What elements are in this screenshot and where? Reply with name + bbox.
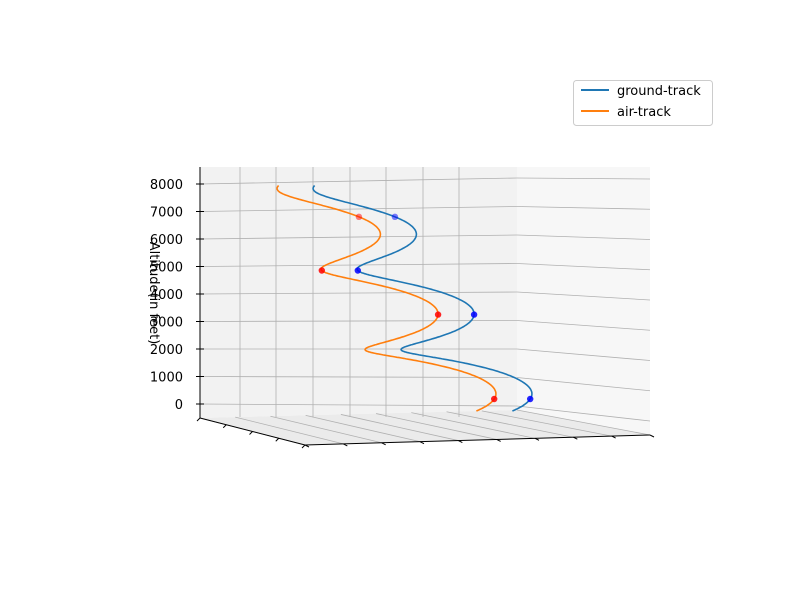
grid-back-horizontal-4 [199,291,518,295]
x-tick-mark-9 [649,434,655,438]
marker-air-track-0 [491,395,498,403]
z-tick-label-4: 4000 [150,288,183,303]
x-tick-mark-1 [343,443,348,447]
y-tick-mark-1 [222,424,227,429]
z-tick-label-7: 7000 [150,206,183,221]
grid-right-horizontal-5 [516,263,651,271]
grid-back-horizontal-3 [199,320,518,322]
grid-back-horizontal-6 [199,234,518,240]
x-tick-mark-3 [419,441,425,445]
grid-back-horizontal-8 [199,177,518,185]
z-tick-label-8: 8000 [150,178,183,193]
grid-back-horizontal-5 [199,263,518,267]
y-tick-mark-4 [301,444,306,449]
grid-back-horizontal-7 [199,206,518,212]
marker-ground-track-1 [470,311,478,318]
axis-panes [200,167,650,445]
grid-lines [199,167,651,446]
z-tick-label-0: 0 [175,398,183,413]
grid-floor-7 [446,411,574,438]
grid-floor-9 [516,409,651,436]
right-pane [517,167,650,435]
x-tick-mark-6 [534,437,540,441]
z-tick-label-1: 1000 [150,371,183,386]
legend-label-ground-track: ground-track [617,84,701,99]
marker-ground-track-0 [527,395,534,403]
z-axis-label: Altitude(in feet) [146,242,161,345]
x-tick-mark-4 [458,440,463,444]
grid-floor-2 [270,415,382,444]
marker-ground-track-2 [354,267,361,274]
legend-box [573,80,713,126]
x-tick-mark-2 [381,442,386,446]
grid-right-horizontal-8 [516,177,651,180]
x-tick-mark-7 [573,436,578,440]
grid-right-horizontal-6 [516,234,651,240]
back-pane [200,167,517,418]
grid-floor-5 [376,413,497,440]
grid-right-horizontal-1 [516,377,651,392]
marker-air-track-2 [318,267,325,274]
grid-floor-3 [305,414,421,443]
series-markers [318,213,534,403]
legend-label-air-track: air-track [617,105,671,120]
x-tick-mark-0 [304,444,310,448]
grid-right-horizontal-0 [516,405,651,422]
grid-back-horizontal-0 [199,403,518,407]
z-tick-labels: 0 1000 2000 3000 4000 5000 6000 7000 8000 [150,178,204,413]
grid-right-horizontal-2 [516,348,651,361]
marker-air-track-1 [434,311,442,318]
grid-right-horizontal-3 [516,320,651,331]
z-tick-label-6: 6000 [150,233,183,248]
y-tick-mark-3 [275,437,280,442]
marker-air-track-3 [355,213,363,220]
marker-ground-track-3 [391,213,399,220]
grid-right-horizontal-4 [516,291,651,301]
z-tick-label-5: 5000 [150,261,183,276]
grid-floor-4 [340,414,459,441]
grid-right-horizontal-7 [516,206,651,210]
legend: ground-track air-track [573,80,713,126]
grid-floor-6 [411,412,536,439]
grid-floor-1 [235,416,344,445]
z-tick-label-2: 2000 [150,343,183,358]
y-tick-mark-0 [196,417,201,422]
x-tick-mark-8 [611,435,616,439]
grid-back-horizontal-1 [199,376,518,378]
y-tick-mark-2 [249,431,253,435]
grid-floor-8 [481,410,612,437]
x-tick-mark-5 [496,438,501,442]
z-tick-label-3: 3000 [150,316,183,331]
x-axis-line [304,434,651,446]
